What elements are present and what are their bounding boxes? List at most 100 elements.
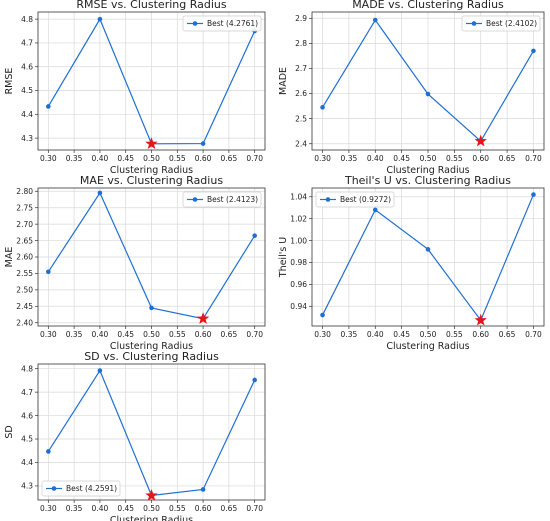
x-tick-label: 0.65 [221, 504, 238, 513]
x-tick-label: 0.45 [393, 330, 410, 339]
x-axis-label: Clustering Radius [386, 165, 469, 176]
data-point [97, 190, 103, 196]
data-point [252, 233, 257, 238]
legend-marker-swatch [325, 197, 331, 202]
y-axis-label: Theil's U [278, 237, 289, 279]
x-tick-label: 0.60 [195, 154, 212, 163]
best-star-marker [474, 134, 487, 147]
y-tick-label: 2.8 [295, 39, 307, 48]
x-tick-label: 0.55 [446, 330, 463, 339]
y-tick-label: 4.8 [21, 364, 33, 373]
x-tick-label: 0.65 [499, 330, 516, 339]
x-tick-label: 0.70 [525, 154, 542, 163]
data-point [46, 449, 51, 454]
data-point [372, 17, 378, 23]
y-tick-label: 4.6 [21, 62, 33, 71]
y-tick-label: 2.9 [295, 14, 307, 23]
plot-frame [37, 187, 266, 327]
x-tick-label: 0.65 [221, 330, 238, 339]
legend: Best (2.4102) [461, 15, 541, 32]
x-tick-label: 0.55 [169, 330, 186, 339]
plot-frame [37, 11, 266, 151]
x-tick-label: 0.35 [66, 504, 83, 513]
plot-frame [311, 187, 545, 327]
y-tick-label: 4.6 [21, 411, 33, 420]
y-tick-label: 0.96 [290, 280, 307, 289]
chart-title: RMSE vs. Clustering Radius [76, 0, 226, 11]
y-axis-label: MADE [278, 67, 289, 95]
data-point [425, 247, 431, 252]
data-point [97, 368, 103, 373]
x-tick-label: 0.40 [92, 504, 109, 513]
y-tick-label: 0.98 [290, 258, 307, 267]
chart-panel: RMSE vs. Clustering Radius 0.30 0.35 0.40 0.… [4, 0, 266, 176]
x-tick-label: 0.70 [246, 154, 263, 163]
legend-box [315, 191, 395, 208]
data-point [149, 305, 154, 311]
best-star-marker [145, 489, 158, 501]
chart-panel: SD vs. Clustering Radius 0.30 0.35 0.40 0.45… [4, 350, 266, 521]
x-tick-label: 0.50 [420, 330, 437, 339]
x-tick-label: 0.30 [40, 504, 57, 513]
x-tick-label: 0.40 [92, 330, 109, 339]
legend: Best (4.2591) [41, 480, 121, 497]
data-point [531, 48, 536, 54]
data-point [46, 269, 51, 275]
data-point [531, 192, 536, 197]
x-tick-label: 0.30 [40, 330, 57, 339]
y-tick-label: 4.8 [21, 15, 33, 24]
chart-title: MADE vs. Clustering Radius [352, 0, 504, 11]
x-tick-label: 0.70 [246, 504, 263, 513]
y-tick-label: 1.00 [290, 236, 307, 245]
data-point [425, 91, 431, 97]
y-tick-label: 2.45 [16, 302, 33, 311]
x-tick-label: 0.30 [314, 330, 331, 339]
best-star-marker [474, 313, 487, 326]
y-tick-label: 2.50 [16, 286, 33, 295]
y-tick-label: 2.80 [16, 187, 33, 196]
y-tick-label: 4.3 [21, 482, 33, 491]
y-tick-label: 4.5 [21, 86, 33, 95]
y-tick-label: 2.7 [295, 64, 307, 73]
y-tick-label: 2.70 [16, 220, 33, 229]
y-tick-label: 4.5 [21, 435, 33, 444]
x-tick-label: 0.35 [341, 154, 358, 163]
x-axis-label: Clustering Radius [110, 515, 193, 521]
x-tick-label: 0.55 [446, 154, 463, 163]
legend-box [182, 191, 262, 208]
x-tick-label: 0.45 [393, 154, 410, 163]
y-tick-label: 4.7 [21, 39, 33, 48]
x-tick-label: 0.45 [117, 330, 134, 339]
data-point [200, 141, 206, 146]
chart-panel: MADE vs. Clustering Radius 0.30 0.35 0.40 0.… [278, 0, 545, 176]
data-point [46, 104, 51, 109]
chart-title: SD vs. Clustering Radius [84, 350, 219, 363]
x-tick-label: 0.30 [314, 154, 331, 163]
x-tick-label: 0.50 [143, 154, 160, 163]
y-tick-label: 2.40 [16, 318, 33, 327]
legend-box [41, 480, 121, 497]
legend-box [182, 15, 262, 32]
legend-entry: Best (0.9272) [340, 195, 391, 204]
y-tick-label: 2.4 [295, 139, 307, 148]
legend-marker-swatch [192, 21, 198, 26]
x-axis-label: Clustering Radius [110, 165, 193, 176]
plot-frame [311, 11, 545, 151]
legend-marker-swatch [51, 486, 57, 491]
data-point [320, 105, 325, 110]
y-tick-label: 4.3 [21, 134, 33, 143]
data-point [372, 207, 378, 213]
x-tick-label: 0.65 [221, 154, 238, 163]
chart-title: Theil's U vs. Clustering Radius [344, 174, 511, 187]
x-tick-label: 0.50 [143, 330, 160, 339]
x-tick-label: 0.60 [472, 330, 489, 339]
legend-entry: Best (4.2591) [66, 484, 117, 493]
y-tick-label: 0.94 [290, 302, 307, 311]
x-tick-label: 0.65 [499, 154, 516, 163]
x-tick-label: 0.60 [195, 504, 212, 513]
x-tick-label: 0.50 [143, 504, 160, 513]
legend-marker-swatch [471, 21, 477, 26]
best-star-marker [145, 137, 158, 150]
chart-panel: Theil's U vs. Clustering Radius 0.30 0.35 0… [278, 174, 545, 352]
